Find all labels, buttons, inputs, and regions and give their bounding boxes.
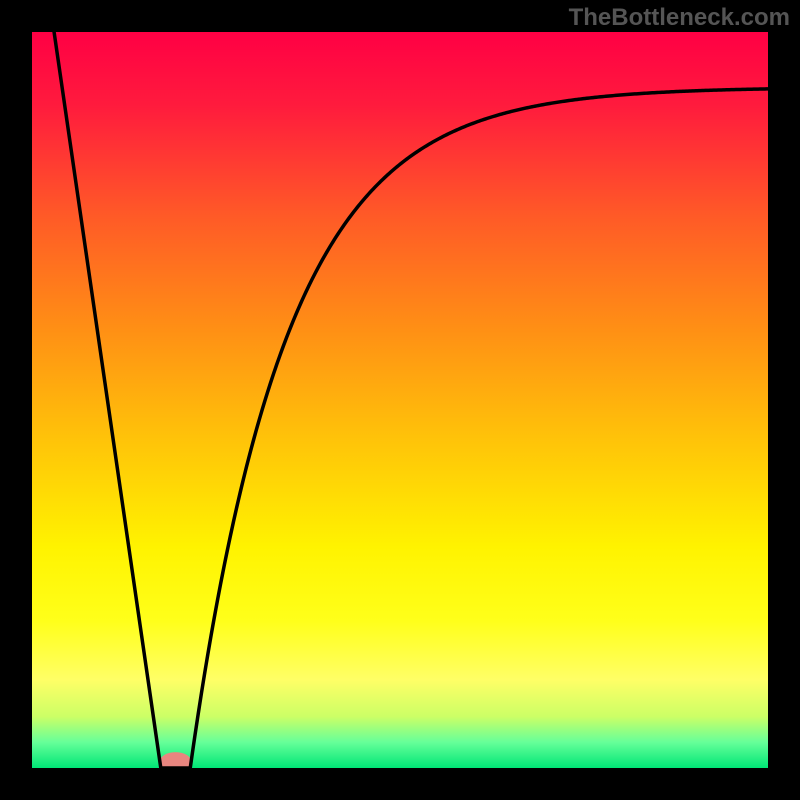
bottleneck-chart: TheBottleneck.com xyxy=(0,0,800,800)
chart-svg xyxy=(0,0,800,800)
gradient-background xyxy=(32,32,768,768)
attribution-label: TheBottleneck.com xyxy=(569,4,790,32)
